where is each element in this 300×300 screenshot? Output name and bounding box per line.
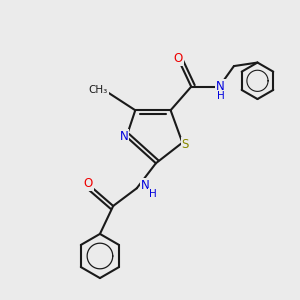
Text: S: S bbox=[182, 138, 189, 151]
Text: O: O bbox=[83, 177, 93, 190]
Text: H: H bbox=[149, 189, 157, 199]
Text: N: N bbox=[120, 130, 128, 143]
Text: N: N bbox=[216, 80, 225, 93]
Text: N: N bbox=[141, 179, 150, 192]
Text: CH₃: CH₃ bbox=[89, 85, 108, 94]
Text: H: H bbox=[217, 91, 224, 101]
Text: O: O bbox=[173, 52, 183, 65]
